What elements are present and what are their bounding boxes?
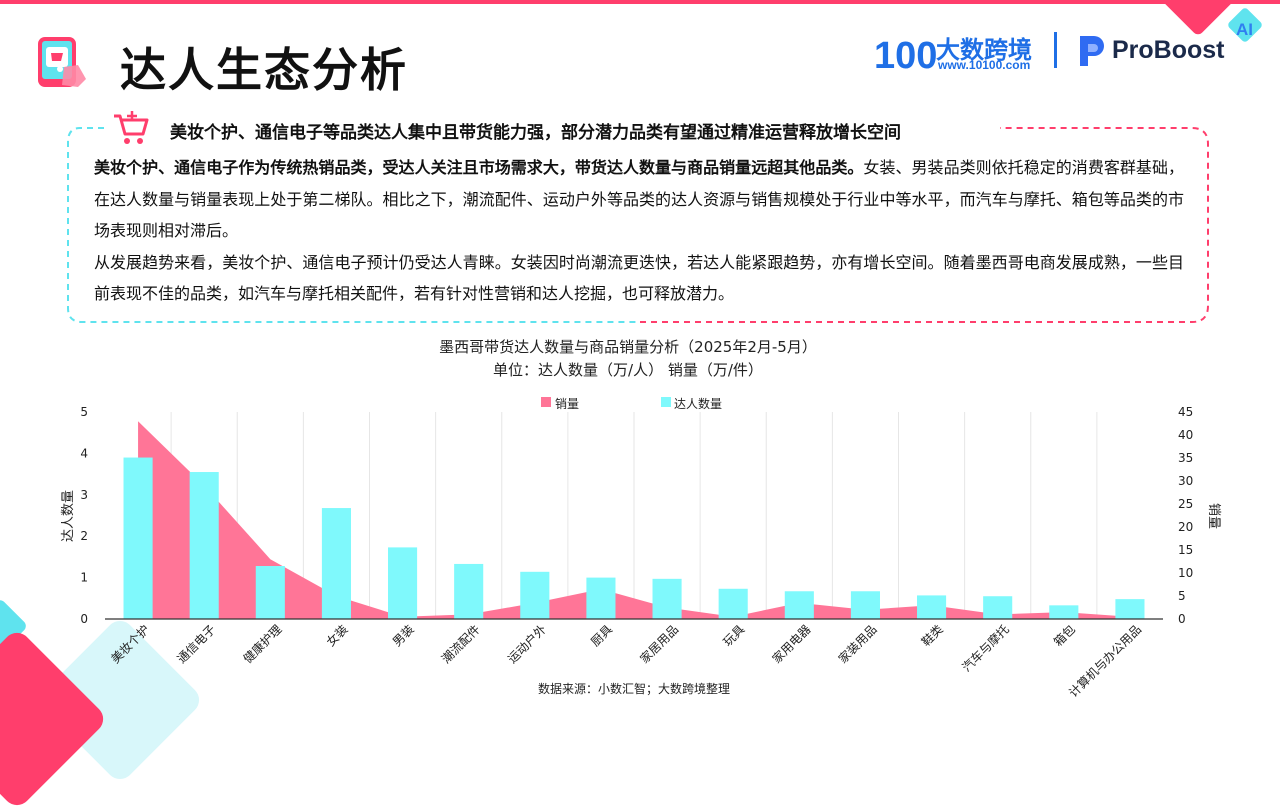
x-tick-label: 通信电子 (174, 622, 218, 666)
legend-label-creators: 达人数量 (674, 396, 722, 411)
legend-label-sales: 销量 (555, 397, 579, 411)
creator-bar (189, 472, 219, 619)
dashu-logo-mark-icon: 100 (874, 35, 937, 77)
summary-key-point: 美妆个护、通信电子作为传统热销品类，受达人关注且市场需求大，带货达人数量与商品销… (94, 158, 864, 177)
x-tick-label: 鞋类 (918, 622, 946, 650)
summary-paragraph: 从发展趋势来看，美妆个护、通信电子预计仍受达人青睐。女装因时尚潮流更迭快，若达人… (94, 252, 1184, 304)
y2-axis-label: 销量 (1206, 503, 1221, 529)
y2-tick-label: 30 (1178, 474, 1193, 488)
x-tick-label: 箱包 (1050, 622, 1078, 650)
x-tick-label: 健康护理 (240, 622, 285, 667)
summary-headline: 美妆个护、通信电子等品类达人集中且带货能力强，部分潜力品类有望通过精准运营释放增… (164, 118, 907, 143)
ai-badge: AI (1236, 20, 1253, 39)
page-title: 达人生态分析 (120, 43, 408, 97)
y-tick-label: 4 (80, 446, 88, 460)
chart-source: 数据来源：小数汇智；大数跨境整理 (538, 681, 730, 696)
creator-bar (520, 571, 550, 619)
summary-detail: 女装、男装品类则依托稳定的消费客群基础，在达人数量与销量表现上处于第二梯队。相比… (94, 158, 1184, 240)
creator-bar (718, 588, 748, 619)
y-axis-label: 达人数量 (61, 490, 76, 542)
dashu-logo[interactable]: 100 大数跨境 www.10100.com (874, 28, 1040, 77)
y-tick-label: 1 (80, 571, 88, 585)
sales-area (138, 421, 1130, 619)
category-chart: 墨西哥带货达人数量与商品销量分析（2025年2月-5月） 单位：达人数量（万/人… (61, 338, 1221, 700)
creator-bar (1049, 605, 1079, 619)
dashu-logo-name: 大数跨境 (936, 36, 1032, 64)
creator-bar (255, 566, 285, 619)
x-tick-label: 汽车与摩托 (959, 622, 1012, 675)
y2-tick-label: 10 (1178, 566, 1193, 580)
legend-swatch-sales (541, 397, 551, 407)
y2-tick-label: 45 (1178, 405, 1193, 419)
logo-divider (1054, 32, 1057, 68)
y2-tick-label: 15 (1178, 543, 1193, 557)
shopping-cart-icon (114, 111, 149, 144)
x-tick-label: 美妆个护 (108, 622, 152, 666)
y-tick-label: 2 (80, 529, 88, 543)
creator-bar (586, 577, 616, 619)
x-tick-label: 家装用品 (835, 622, 880, 667)
creator-bar (784, 591, 814, 619)
top-accent-bar (0, 0, 1280, 4)
creator-bar (123, 457, 153, 619)
creator-bar (388, 547, 418, 619)
x-tick-label: 玩具 (720, 622, 747, 649)
creator-bar (1115, 599, 1145, 619)
x-tick-label: 计算机与办公用品 (1066, 622, 1144, 700)
summary-body: 美妆个护、通信电子作为传统热销品类，受达人关注且市场需求大，带货达人数量与商品销… (94, 152, 1184, 310)
y-tick-label: 5 (80, 405, 88, 419)
x-tick-label: 潮流配件 (438, 622, 483, 667)
legend-swatch-creators (661, 397, 671, 407)
chart-subtitle: 单位：达人数量（万/人） 销量（万/件） (493, 361, 763, 379)
y-tick-label: 3 (80, 488, 88, 502)
dashu-logo-number: 100 (874, 35, 936, 74)
x-tick-label: 家居用品 (637, 622, 682, 667)
x-tick-label: 男装 (390, 622, 417, 649)
x-tick-label: 运动户外 (504, 622, 549, 667)
summary-border (67, 127, 1209, 323)
x-tick-label: 厨具 (588, 622, 615, 649)
creator-bar (321, 508, 351, 619)
proboost-logo-text: ProBoost (1112, 36, 1225, 64)
y2-tick-label: 25 (1178, 497, 1193, 511)
creator-bar (917, 595, 947, 619)
x-tick-label: 女装 (323, 622, 351, 650)
proboost-mark-icon (1080, 36, 1104, 66)
shopping-phone-icon (38, 37, 86, 87)
creator-bar (652, 578, 682, 619)
y2-tick-label: 35 (1178, 451, 1193, 465)
y2-tick-label: 40 (1178, 428, 1193, 442)
creator-bar (454, 563, 484, 619)
dashu-logo-url: www.10100.com (938, 58, 1031, 72)
y-tick-label: 0 (80, 612, 88, 626)
y2-tick-label: 0 (1178, 612, 1186, 626)
summary-paragraph: 美妆个护、通信电子作为传统热销品类，受达人关注且市场需求大，带货达人数量与商品销… (94, 152, 1184, 247)
x-tick-label: 家用电器 (769, 622, 814, 667)
creator-bar (983, 596, 1013, 619)
creator-bar (850, 591, 880, 619)
y2-tick-label: 5 (1178, 589, 1186, 603)
y2-tick-label: 20 (1178, 520, 1193, 534)
chart-title: 墨西哥带货达人数量与商品销量分析（2025年2月-5月） (439, 338, 817, 356)
proboost-logo[interactable]: ProBoost (1074, 34, 1234, 70)
